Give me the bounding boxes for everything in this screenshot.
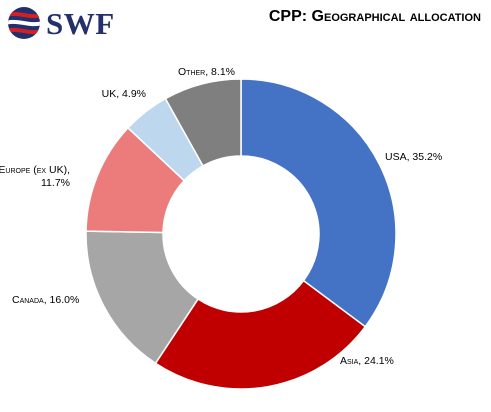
slice-label-canada: Canada, 16.0%	[12, 294, 79, 306]
brand-logo: SWF	[6, 6, 115, 40]
chart-labels: USA, 35.2% Asia, 24.1% Canada, 16.0% Eur…	[0, 66, 442, 367]
slice-canada	[85, 230, 200, 365]
logo-text: SWF	[46, 5, 115, 41]
slice-label-uk: UK, 4.9%	[102, 88, 146, 100]
slice-other	[164, 78, 242, 167]
chart-slices	[85, 78, 397, 390]
slice-label-usa: USA, 35.2%	[385, 151, 442, 163]
chart-title: CPP: Geographical allocation	[268, 8, 481, 25]
slice-label-europe: Europe (ex UK), 11.7%	[0, 164, 70, 189]
globe-logo-icon	[8, 7, 40, 39]
slice-asia	[154, 279, 367, 390]
slice-label-asia: Asia, 24.1%	[340, 355, 394, 367]
slice-label-other: Other, 8.1%	[178, 66, 235, 78]
slice-usa	[240, 78, 397, 328]
